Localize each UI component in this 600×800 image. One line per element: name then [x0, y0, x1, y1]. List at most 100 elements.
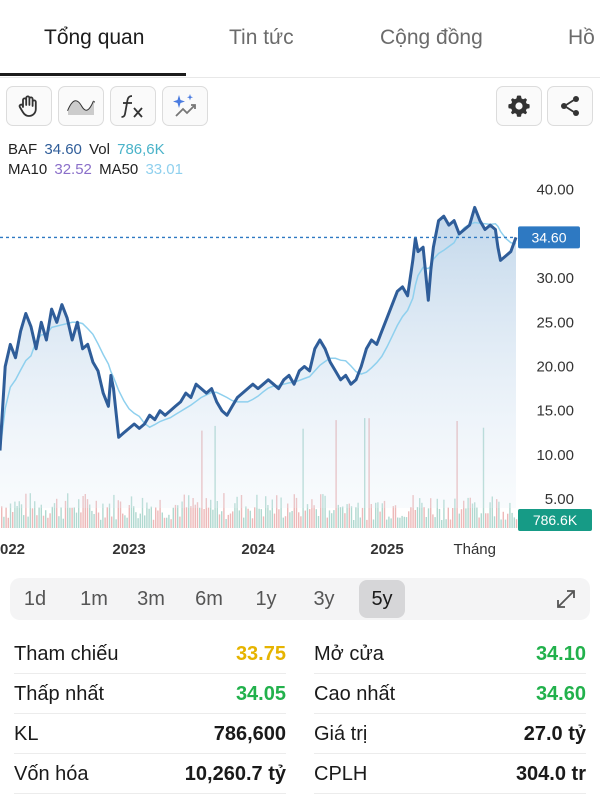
volume-bar: [489, 502, 491, 528]
volume-bar: [144, 515, 146, 528]
volume-bar: [333, 510, 335, 528]
volume-bar: [249, 510, 251, 528]
hand-tool-button[interactable]: [6, 86, 52, 126]
volume-bar: [366, 519, 368, 528]
volume-bar: [221, 511, 223, 528]
tab-news[interactable]: Tin tức: [229, 26, 294, 49]
formula-tool-button[interactable]: [110, 86, 156, 126]
volume-bar: [425, 517, 427, 528]
volume-bar: [306, 504, 309, 528]
volume-bar: [174, 504, 177, 528]
volume-bar: [20, 504, 23, 528]
range-1m[interactable]: 1m: [80, 588, 108, 610]
range-1d[interactable]: 1d: [23, 588, 47, 610]
stat-open: Mở cửa 34.10: [314, 634, 586, 674]
volume-bar: [267, 505, 269, 528]
volume-bar: [38, 507, 40, 528]
y-tick-label: 30.00: [536, 270, 574, 287]
volume-bar: [84, 494, 86, 528]
volume-bar: [56, 498, 58, 528]
volume-bar: [122, 513, 124, 528]
volume-bar: [139, 513, 141, 528]
price-chart[interactable]: 40.0035.0030.0025.0020.0015.0010.005.00 …: [0, 130, 600, 570]
volume-badge-label: 786.6K: [533, 512, 578, 528]
y-tick-label: 5.00: [545, 491, 574, 508]
volume-bar: [295, 497, 298, 528]
range-5y[interactable]: 5y: [359, 580, 405, 618]
volume-bar: [25, 493, 27, 528]
volume-bar: [293, 494, 295, 528]
volume-bar: [199, 507, 201, 528]
ai-tool-button[interactable]: [162, 86, 208, 126]
volume-bar: [93, 514, 95, 528]
stat-label: Giá trị: [314, 723, 368, 745]
volume-bar: [31, 508, 34, 528]
volume-bar: [170, 519, 172, 528]
volume-bar: [372, 519, 375, 528]
volume-bar: [185, 507, 188, 528]
volume-bar: [289, 512, 291, 528]
volume-bar: [493, 516, 496, 528]
volume-bar: [320, 494, 322, 528]
volume-bar: [130, 496, 133, 528]
share-button[interactable]: [547, 86, 593, 126]
stat-value: 33.75: [235, 643, 286, 665]
share-icon: [561, 96, 579, 116]
volume-bar: [390, 518, 392, 528]
volume-bar: [500, 519, 502, 528]
range-3y[interactable]: 3y: [313, 588, 335, 610]
volume-bar: [436, 498, 438, 528]
volume-bar: [339, 507, 342, 528]
volume-bar: [78, 499, 80, 528]
volume-bar: [278, 509, 280, 528]
stat-label: Mở cửa: [314, 643, 384, 665]
volume-bar: [465, 508, 467, 528]
range-6m[interactable]: 6m: [195, 588, 223, 610]
tab-community[interactable]: Cộng đồng: [380, 26, 483, 49]
volume-bar: [212, 509, 214, 528]
range-1y[interactable]: 1y: [255, 588, 277, 610]
volume-bar: [443, 499, 445, 528]
y-tick-label: 20.00: [536, 359, 574, 376]
volume-bar: [476, 507, 478, 528]
volume-bar: [469, 497, 471, 528]
volume-bar: [394, 505, 397, 528]
volume-bar: [317, 516, 320, 528]
expand-icon[interactable]: [554, 587, 578, 611]
volume-bar: [247, 508, 249, 528]
legend-ma10-value: 32.52: [54, 161, 92, 178]
volume-bar: [27, 516, 29, 528]
stat-value: 34.60: [535, 683, 586, 705]
tab-overview[interactable]: Tổng quan: [44, 26, 145, 49]
volume-bar: [515, 519, 518, 528]
volume-bar: [399, 517, 401, 528]
chart-settings-button[interactable]: [496, 86, 542, 126]
volume-bar: [260, 509, 262, 528]
volume-bar: [282, 517, 284, 528]
volume-bar: [86, 499, 89, 528]
tab-profile[interactable]: Hồ: [568, 26, 595, 49]
stat-shares-outstanding: CPLH 304.0 tr: [314, 754, 586, 794]
volume-bar: [370, 504, 372, 528]
volume-bar: [322, 494, 324, 528]
volume-bar: [449, 519, 452, 528]
range-3m[interactable]: 3m: [137, 588, 165, 610]
indicator-tool-button[interactable]: [58, 86, 104, 126]
volume-bar: [218, 514, 221, 528]
volume-bar: [196, 502, 199, 528]
volume-badge: [518, 509, 592, 531]
stats-row-2: Thấp nhất 34.05 Cao nhất 34.60: [0, 674, 600, 714]
volume-bar: [62, 518, 64, 528]
active-tab-indicator: [0, 73, 186, 76]
volume-bar: [36, 515, 38, 528]
volume-bar: [163, 517, 166, 528]
volume-bar: [348, 503, 350, 528]
volume-bar: [434, 517, 436, 528]
volume-bar: [216, 501, 218, 528]
volume-bar: [234, 503, 236, 528]
volume-bar: [71, 507, 73, 528]
volume-bar: [502, 511, 504, 528]
x-tick-label: 2024: [241, 541, 275, 558]
time-range-selector: 1d 1m 3m 6m 1y 3y 5y: [10, 578, 590, 620]
volume-bar: [223, 493, 225, 528]
